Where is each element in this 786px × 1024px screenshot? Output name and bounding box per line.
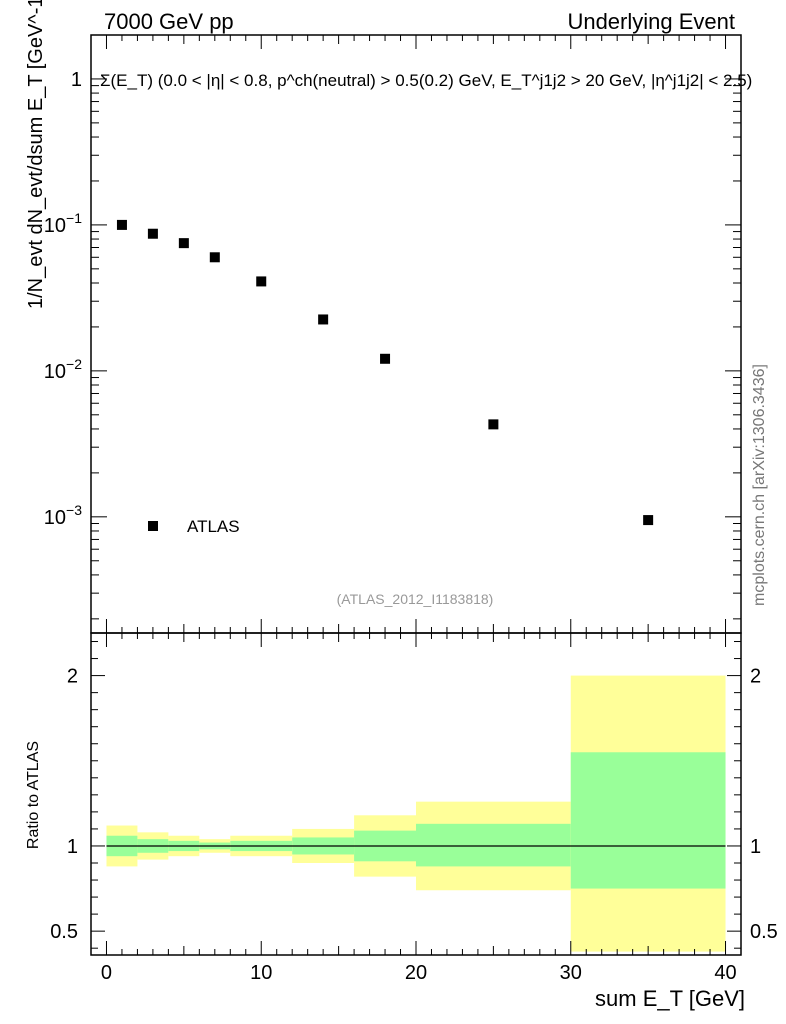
x-tick-label-40: 40 bbox=[714, 962, 736, 984]
ratio-band-inner-8 bbox=[570, 752, 726, 889]
legend-marker bbox=[148, 521, 158, 531]
y-tick-label-1: 10−1 bbox=[44, 210, 82, 237]
data-point-2 bbox=[178, 238, 189, 249]
main-panel-frame bbox=[90, 34, 742, 634]
header-right: Underlying Event bbox=[567, 9, 735, 34]
data-points bbox=[116, 219, 654, 526]
ratio-tick-label-left-0.5: 0.5 bbox=[50, 921, 78, 943]
side-label: mcplots.cern.ch [arXiv:1306.3436] bbox=[751, 364, 768, 606]
y-tick-label-0: 1 bbox=[71, 69, 82, 91]
y-axis-label: 1/N_evt dN_evt/dsum E_T [GeV^-1] bbox=[25, 0, 47, 309]
data-point-8 bbox=[643, 515, 654, 526]
x-tick-label-30: 30 bbox=[560, 962, 582, 984]
header-left: 7000 GeV pp bbox=[104, 9, 234, 34]
data-point-6 bbox=[380, 353, 391, 364]
data-point-7 bbox=[488, 419, 499, 430]
ratio-y-axis-label: Ratio to ATLAS bbox=[25, 741, 42, 849]
data-point-5 bbox=[318, 314, 329, 325]
legend-label: ATLAS bbox=[187, 517, 240, 536]
ratio-tick-label-right-1: 1 bbox=[750, 836, 761, 858]
ratio-tick-label-left-1: 1 bbox=[67, 836, 78, 858]
data-point-0 bbox=[116, 219, 127, 230]
x-tick-label-0: 0 bbox=[101, 962, 112, 984]
ratio-tick-label-right-0.5: 0.5 bbox=[750, 921, 778, 943]
ratio-tick-label-left-2: 2 bbox=[67, 666, 78, 688]
ratio-bands bbox=[106, 675, 726, 952]
x-axis-label: sum E_T [GeV] bbox=[595, 986, 745, 1011]
data-point-3 bbox=[209, 252, 220, 263]
x-tick-label-20: 20 bbox=[405, 962, 427, 984]
y-tick-label-3: 10−3 bbox=[44, 502, 82, 529]
data-point-1 bbox=[147, 228, 158, 239]
selection-text: Σ(E_T) (0.0 < |η| < 0.8, p^ch(neutral) >… bbox=[100, 71, 752, 90]
y-tick-label-2: 10−2 bbox=[44, 356, 82, 383]
x-tick-label-10: 10 bbox=[250, 962, 272, 984]
ratio-band-inner-7 bbox=[416, 823, 571, 867]
ratio-tick-label-right-2: 2 bbox=[750, 666, 761, 688]
analysis-tag: (ATLAS_2012_I1183818) bbox=[337, 591, 494, 607]
data-point-4 bbox=[256, 276, 267, 287]
axis-ticks: 0 10 20 30 40 1 10−1 10−2 10−3 0.5 0.5 1 1 2 2 bbox=[44, 34, 778, 984]
